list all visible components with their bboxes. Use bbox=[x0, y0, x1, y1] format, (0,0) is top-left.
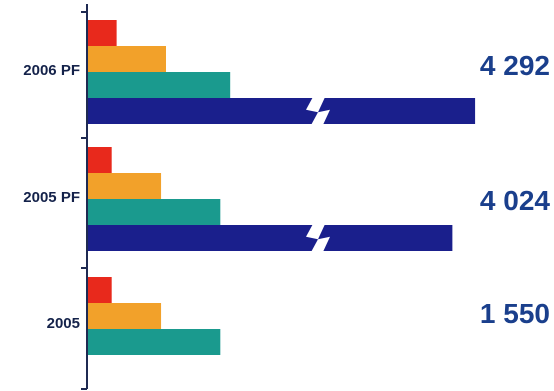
bar-2005-s0 bbox=[87, 277, 112, 303]
category-label-2005-pf: 2005 PF bbox=[23, 189, 80, 206]
total-label-2005-pf: 4 024 bbox=[479, 185, 550, 216]
category-label-2005: 2005 bbox=[46, 315, 80, 332]
total-label-2006-pf: 4 292 bbox=[479, 50, 550, 81]
bar-2006-pf-s2 bbox=[87, 72, 231, 98]
bar-2006-pf-s0 bbox=[87, 20, 117, 46]
bar-2005-pf-s1 bbox=[87, 173, 162, 199]
bar-2005-s2 bbox=[87, 329, 221, 355]
bar-2006-pf-s1 bbox=[87, 46, 166, 72]
bar-2005-pf-s0 bbox=[87, 147, 112, 173]
bar-2005-pf-s2 bbox=[87, 199, 221, 225]
bar-2005-pf-s3 bbox=[87, 225, 453, 251]
category-label-2006-pf: 2006 PF bbox=[23, 62, 80, 79]
bar-2005-s1 bbox=[87, 303, 162, 329]
axis-break-2006-pf bbox=[306, 95, 330, 127]
bar-2006-pf-s3 bbox=[87, 98, 476, 124]
total-label-2005: 1 550 bbox=[479, 298, 550, 329]
axis-break-2005-pf bbox=[306, 222, 330, 254]
